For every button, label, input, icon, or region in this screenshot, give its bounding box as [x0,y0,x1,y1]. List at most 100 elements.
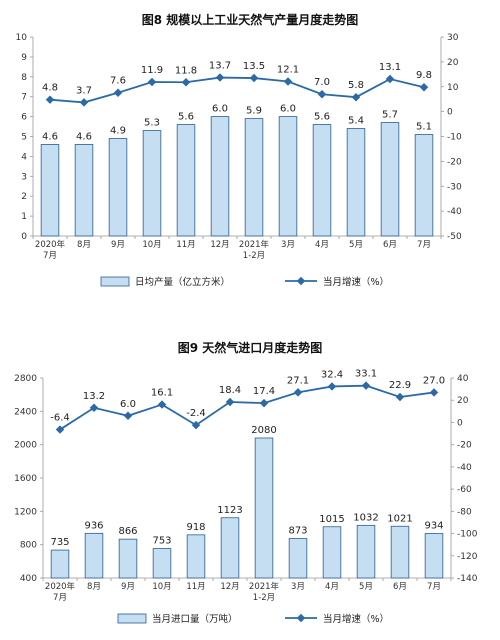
bar [424,533,444,579]
bar [152,548,172,579]
y-tick-label: 800 [20,541,37,551]
bar [40,144,60,237]
line-point [181,78,191,87]
y2-tick-label: 10 [447,83,459,93]
line-point [385,74,395,84]
bar [244,118,264,237]
line-point [89,403,99,413]
line-data-label: 9.8 [416,70,432,81]
x-tick-label: 2021年 1-2月 [249,581,280,603]
y-tick-label: 1 [21,212,27,222]
bar-data-label: 5.6 [314,112,330,123]
chart-production: 图8 规模以上工业天然气产量月度走势图 0 1 2 3 4 5 6 7 8 9 10 -50 -40 -3… [16,12,462,288]
line-point [395,392,405,402]
x-tick-label: 5月 [359,582,373,592]
legend-bar-swatch [100,276,130,287]
legend-bar-label: 当月进口量（万吨） [152,613,238,625]
chart-title: 图9 天然气进口月度走势图 [178,340,323,355]
line-point [147,77,157,87]
bar-data-label: 5.6 [178,112,194,123]
line-point [351,92,361,102]
x-tick-label: 7月 [417,240,431,250]
y2-tick-label: -20 [457,441,472,451]
legend: 日均产量（亿立方米） 当月增速（%） [100,276,389,288]
line-point [327,382,337,391]
bar [176,124,196,237]
bar-data-label: 866 [118,526,137,537]
line-data-label: 11.8 [175,65,197,76]
x-tick-label: 2020年 7月 [45,581,76,603]
line-point [283,77,293,86]
y-tick-label: 400 [20,574,37,584]
line-data-label: 27.1 [287,375,309,386]
legend-bar-label: 日均产量（亿立方米） [135,276,230,288]
x-tick-label: 6月 [383,240,397,250]
x-tick-label: 12月 [210,240,229,250]
legend-line-label: 当月增速（%） [323,613,389,625]
line-data-label: 27.0 [423,375,445,386]
line-point [259,398,269,408]
bar [356,524,376,579]
x-tick-label: 11月 [186,582,205,592]
line-data-label: 22.9 [389,380,411,391]
y-tick-label: 7 [21,93,27,103]
y2-tick-label: -140 [457,574,478,584]
bar [414,134,434,237]
bar [108,138,128,237]
bar-data-label: 4.6 [76,131,92,142]
bar [390,525,410,579]
x-tick-label: 4月 [325,582,339,592]
bar-data-label: 5.7 [382,110,398,121]
bar-data-label: 4.9 [110,125,126,136]
bar [322,526,342,579]
line-data-label: -2.4 [186,408,206,419]
line-data-label: 7.0 [314,77,330,88]
y-tick-label: 1200 [14,507,37,517]
bar [50,549,70,579]
y-tick-label: 4 [21,152,27,162]
bar [142,130,162,237]
y2-tick-label: -20 [447,157,462,167]
line-point [191,420,201,430]
bar-data-label: 735 [50,537,69,548]
line-point [225,397,235,407]
x-tick-label: 2020年 7月 [35,239,66,261]
line-point [293,388,303,397]
bar-data-label: 5.3 [144,118,160,129]
line-data-label: 13.1 [379,62,401,73]
x-tick-label: 9月 [111,240,125,250]
bar [186,534,206,579]
bar-data-label: 6.0 [212,104,228,115]
y-tick-label: 2800 [14,374,37,384]
line-point [419,83,429,92]
x-tick-label: 6月 [393,582,407,592]
line-path [59,384,435,431]
legend: 当月进口量（万吨） 当月增速（%） [117,613,389,625]
y2-tick-label: -50 [447,232,462,242]
bar [254,437,274,579]
bar-data-label: 918 [186,522,205,533]
line-point [123,411,133,421]
line-path [49,76,425,104]
bar [312,124,332,237]
y-tick-label: 2400 [14,407,37,417]
line-data-label: 16.1 [151,388,173,399]
line-point [429,388,439,397]
y2-tick-label: 20 [447,58,459,68]
line-data-label: 17.4 [253,386,275,397]
bar-data-label: 753 [152,536,171,547]
bar-data-label: 936 [84,520,103,531]
line-data-label: 3.7 [76,85,92,96]
y2-tick-label: -80 [457,507,472,517]
bar-data-label: 934 [424,521,443,532]
y-tick-label: 0 [21,232,27,242]
line-point [157,400,167,409]
bar-data-label: 6.0 [280,104,296,115]
bar [288,538,308,579]
x-tick-label: 8月 [77,240,91,250]
x-tick-label: 12月 [220,582,239,592]
line-data-label: 33.1 [355,369,377,380]
bar-data-label: 5.4 [348,116,364,127]
x-tick-label: 3月 [281,240,295,250]
line-point [45,95,55,104]
